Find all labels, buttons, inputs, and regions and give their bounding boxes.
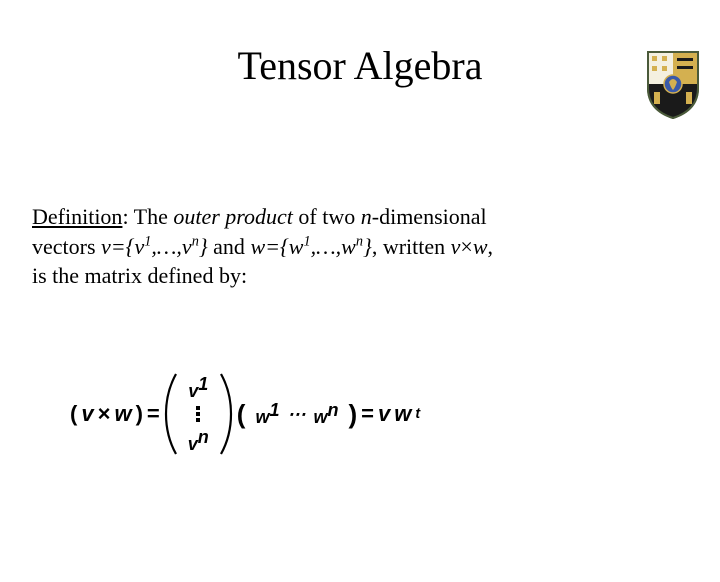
text: ,…,w: [311, 234, 356, 259]
sup-1: 1: [198, 374, 208, 394]
text: is the matrix defined by:: [32, 263, 247, 288]
sup-n: n: [198, 427, 209, 447]
sup-1: 1: [269, 400, 279, 420]
big-rparen-icon: [219, 372, 233, 456]
text: of two: [293, 204, 361, 229]
outer-product-term: outer product: [173, 204, 293, 229]
v-bot: v: [188, 434, 198, 454]
sup-t: t: [415, 406, 420, 422]
equals: =: [361, 401, 374, 427]
rparen: ): [136, 401, 143, 427]
text: ,…,v: [151, 234, 191, 259]
cdots-icon: ⋯: [285, 404, 307, 425]
text: and: [208, 234, 251, 259]
column-vector-v: v1 vn: [182, 375, 215, 453]
text: : The: [122, 204, 173, 229]
text: }: [199, 234, 208, 259]
text: vectors: [32, 234, 101, 259]
vdots-icon: [193, 405, 203, 423]
rparen: ): [348, 399, 357, 430]
vector-v-def: v={v: [101, 234, 144, 259]
text: -dimensional: [372, 204, 487, 229]
sup-n: n: [192, 233, 199, 249]
var-w: w: [394, 401, 411, 427]
row-vector-w: w1 ⋯ wn: [249, 400, 344, 428]
var-w: w: [114, 401, 131, 427]
text: ,: [488, 234, 494, 259]
equals: =: [147, 401, 160, 427]
lparen: (: [70, 401, 77, 427]
w-left: w: [255, 407, 269, 427]
crest-shield: [646, 48, 700, 120]
outer-product-formula: ( v × w ) = v1 vn ( w1 ⋯ wn ) = vwt: [70, 372, 420, 456]
sup-n: n: [356, 233, 363, 249]
text: , written: [372, 234, 451, 259]
v-top: v: [188, 381, 198, 401]
var-v: v: [451, 234, 461, 259]
sup-n: n: [327, 400, 338, 420]
times-symbol: ×: [460, 234, 472, 259]
text: }: [363, 234, 372, 259]
page-title: Tensor Algebra: [0, 42, 720, 89]
big-lparen-icon: [164, 372, 178, 456]
w-right: w: [313, 407, 327, 427]
var-v: v: [81, 401, 93, 427]
var-w: w: [473, 234, 488, 259]
var-n: n: [361, 204, 372, 229]
sup-1: 1: [303, 233, 310, 249]
var-v: v: [378, 401, 390, 427]
definition-label: Definition: [32, 204, 122, 229]
vector-w-def: w={w: [250, 234, 303, 259]
lparen: (: [237, 399, 246, 430]
times-symbol: ×: [98, 401, 111, 427]
definition-paragraph: Definition: The outer product of two n-d…: [32, 202, 680, 291]
shield-icon: [646, 48, 700, 120]
